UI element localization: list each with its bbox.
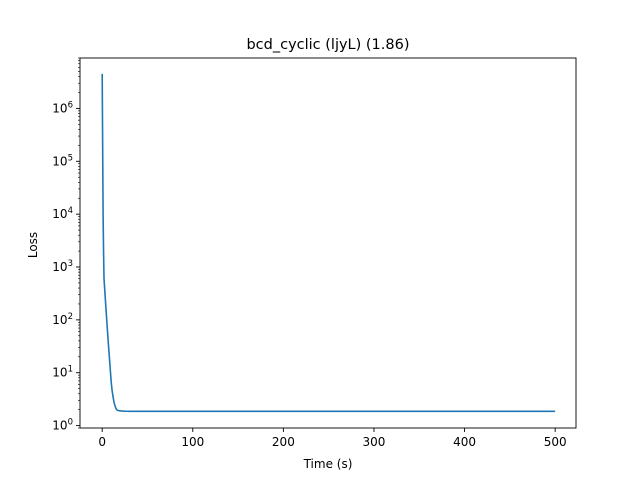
y-tick-label-exponent: 0	[68, 418, 73, 428]
y-axis-label: Loss	[26, 232, 40, 258]
y-tick-label-exponent: 1	[68, 365, 73, 375]
x-tick-label: 500	[544, 435, 567, 449]
series-line-0	[101, 73, 556, 413]
y-tick-label-exponent: 4	[68, 206, 73, 216]
x-axis-label: Time (s)	[303, 457, 353, 471]
y-tick-label-base: 10	[52, 313, 67, 327]
x-axis-ticks: 0 100 200 300 400 500	[98, 428, 567, 449]
y-tick-label: 104	[52, 206, 73, 221]
y-tick-label: 105	[52, 153, 73, 168]
plot-area	[79, 57, 577, 429]
axes-frame	[79, 57, 577, 429]
y-tick-label: 100	[52, 418, 73, 433]
y-tick-label-base: 10	[52, 419, 67, 433]
y-tick-label-base: 10	[52, 101, 67, 115]
y-tick-label-exponent: 2	[68, 312, 73, 322]
y-tick-label-exponent: 6	[68, 100, 73, 110]
y-tick-label-base: 10	[52, 154, 67, 168]
y-tick-label: 102	[52, 312, 73, 327]
x-tick-label: 400	[453, 435, 476, 449]
y-tick-label: 101	[52, 365, 73, 380]
y-tick-label-exponent: 5	[68, 153, 73, 163]
x-tick-label: 300	[363, 435, 386, 449]
chart-title: bcd_cyclic (ljyL) (1.86)	[246, 37, 409, 53]
y-tick-label-exponent: 3	[68, 259, 73, 269]
y-tick-label-base: 10	[52, 260, 67, 274]
y-tick-label: 103	[52, 259, 73, 274]
y-tick-label-base: 10	[52, 207, 67, 221]
y-tick-label: 106	[52, 100, 73, 115]
y-tick-label-base: 10	[52, 366, 67, 380]
x-tick-label: 100	[181, 435, 204, 449]
x-tick-label: 0	[98, 435, 106, 449]
x-tick-label: 200	[272, 435, 295, 449]
